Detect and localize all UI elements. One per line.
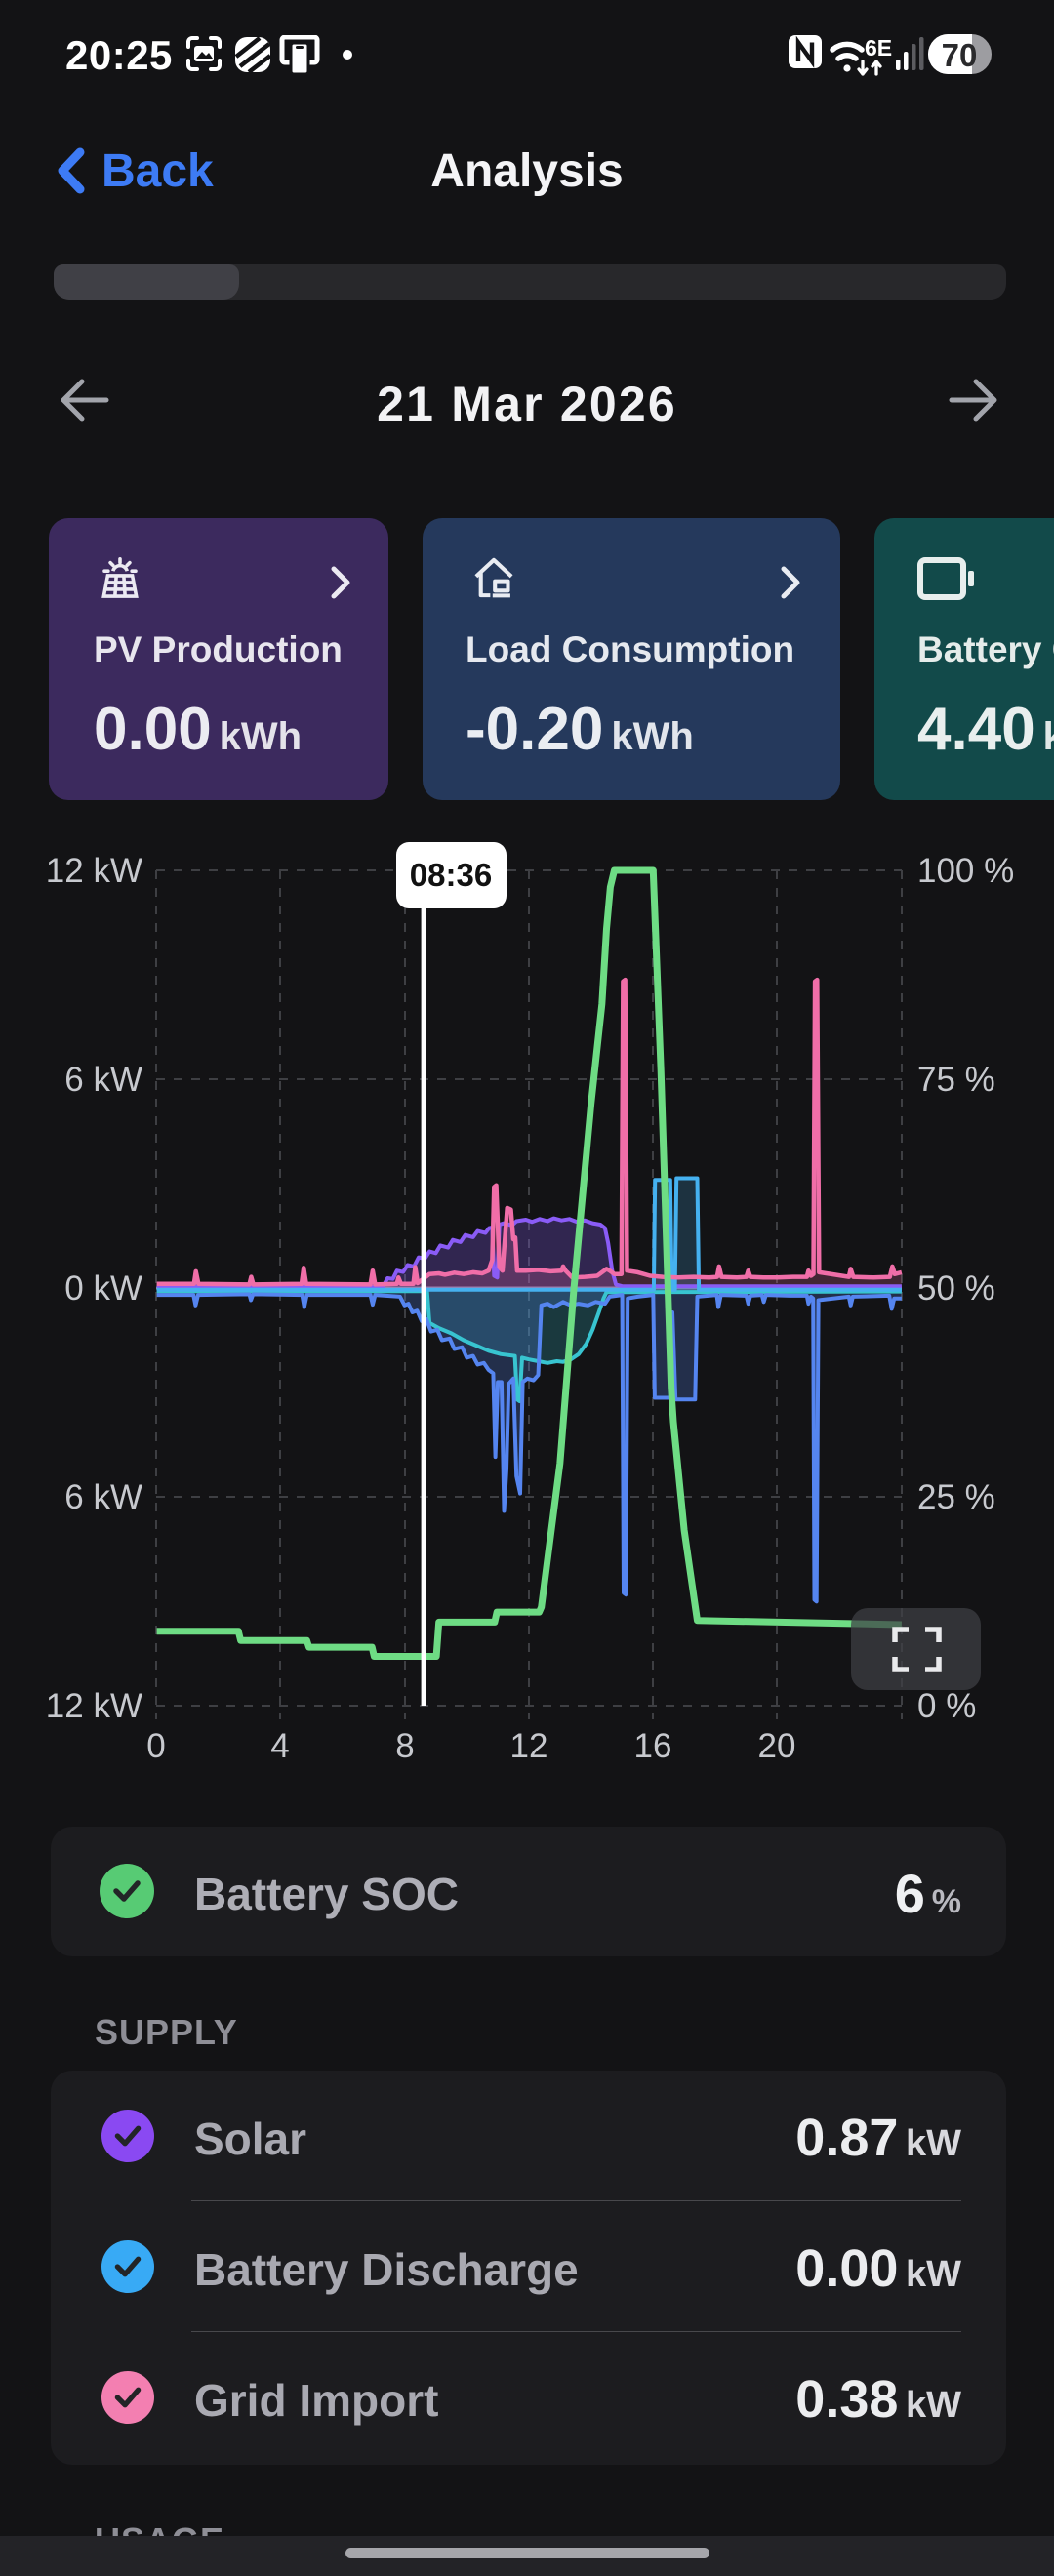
- svg-text:4: 4: [270, 1727, 289, 1765]
- svg-text:50 %: 50 %: [917, 1269, 995, 1308]
- svg-text:100 %: 100 %: [917, 852, 1014, 890]
- svg-text:0: 0: [146, 1727, 165, 1765]
- svg-text:0 kW: 0 kW: [64, 1269, 142, 1308]
- svg-text:75 %: 75 %: [917, 1061, 995, 1099]
- svg-text:6E: 6E: [865, 35, 892, 60]
- svg-text:6 kW: 6 kW: [64, 1061, 142, 1099]
- svg-text:12 kW: 12 kW: [46, 1687, 142, 1725]
- svg-text:70: 70: [942, 37, 978, 73]
- svg-text:8: 8: [395, 1727, 414, 1765]
- svg-text:16: 16: [634, 1727, 672, 1765]
- svg-text:12 kW: 12 kW: [46, 852, 142, 890]
- svg-text:08:36: 08:36: [410, 857, 492, 893]
- svg-text:20: 20: [758, 1727, 796, 1765]
- svg-text:12: 12: [510, 1727, 548, 1765]
- svg-text:0 %: 0 %: [917, 1687, 976, 1725]
- svg-text:25 %: 25 %: [917, 1478, 995, 1516]
- svg-text:6 kW: 6 kW: [64, 1478, 142, 1516]
